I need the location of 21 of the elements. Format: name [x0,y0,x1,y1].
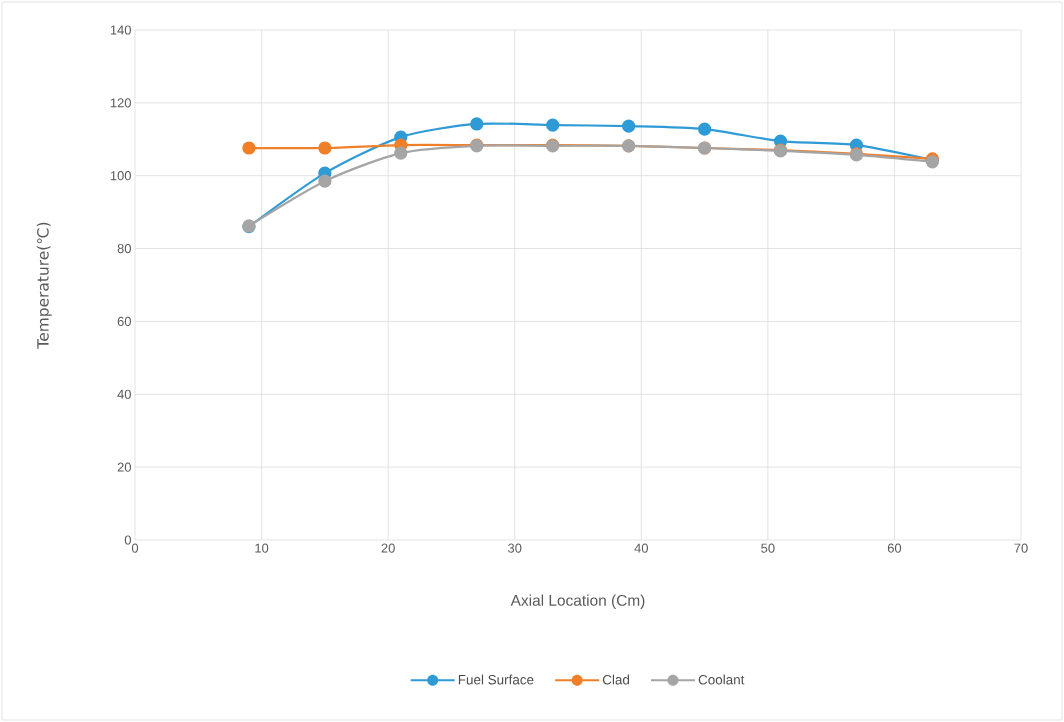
y-tick-label: 40 [117,389,131,399]
legend-label: Clad [602,674,629,685]
y-axis-title: Temperature(℃) [36,222,52,349]
x-tick-label: 0 [131,543,139,553]
x-tick-label: 10 [255,543,269,553]
y-tick-label: 80 [117,243,131,254]
legend-label: Coolant [698,674,745,685]
y-tick-label: 0 [124,535,131,545]
y-tick-label: 100 [110,171,131,181]
legend-label: Fuel Surface [458,674,534,685]
y-tick-label: 140 [110,25,131,35]
x-axis-title: Axial Location (Cm) [510,594,645,609]
x-tick-label: 70 [1014,543,1028,553]
x-tick-label: 60 [887,543,902,553]
y-tick-label: 20 [117,462,131,472]
x-tick-label: 50 [761,543,775,553]
y-tick-label: 120 [110,98,131,108]
x-tick-label: 30 [508,543,522,553]
x-tick-label: 40 [634,543,648,553]
y-tick-label: 60 [117,316,131,326]
x-tick-label: 20 [381,543,395,553]
